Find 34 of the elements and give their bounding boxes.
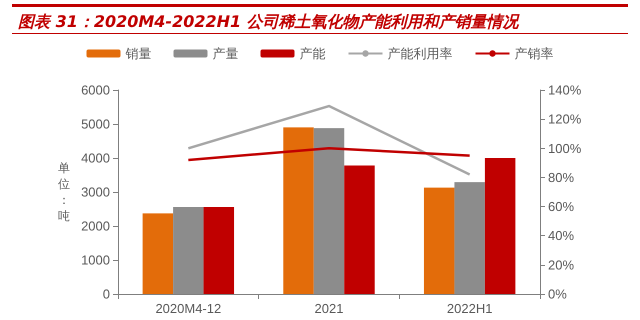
- bar: [204, 206, 234, 294]
- y2-tick-label: 60%: [548, 199, 574, 214]
- x-tick-label: 2020M4-12: [155, 301, 222, 316]
- y2-tick-label: 20%: [548, 257, 574, 272]
- bar: [484, 158, 516, 294]
- y-tick-label: 1000: [81, 252, 110, 268]
- chart-title: 图表 31：2020M4-2022H1 公司稀土氧化物产能利用和产销量情况: [12, 4, 628, 34]
- bar: [314, 128, 344, 294]
- y2-tick-label: 120%: [548, 112, 582, 127]
- y2-tick-label: 80%: [548, 170, 574, 185]
- y-tick-label: 0: [102, 286, 110, 302]
- legend-label: 产能: [300, 46, 326, 61]
- bar: [424, 188, 454, 294]
- legend-label: 销量: [124, 46, 152, 61]
- bar: [173, 206, 204, 294]
- x-tick-label: 2021: [314, 301, 344, 316]
- y2-tick-label: 140%: [548, 82, 582, 98]
- bar: [142, 213, 174, 294]
- y-axis-title: 单位：吨: [58, 161, 70, 223]
- bar: [344, 165, 375, 294]
- x-tick-label: 2022H1: [446, 301, 492, 316]
- y-tick-label: 5000: [81, 116, 110, 132]
- y-tick-label: 2000: [81, 218, 110, 234]
- y-tick-label: 4000: [81, 150, 110, 166]
- bar: [454, 182, 485, 294]
- y-tick-label: 6000: [81, 82, 110, 98]
- legend-label: 产销率: [514, 46, 554, 61]
- legend-label: 产能利用率: [388, 46, 452, 61]
- legend-label: 产量: [212, 46, 238, 61]
- y-tick-label: 3000: [81, 184, 110, 200]
- y2-tick-label: 40%: [548, 228, 574, 244]
- y2-tick-label: 100%: [548, 140, 582, 156]
- y2-tick-label: 0%: [548, 286, 568, 302]
- bar: [283, 127, 314, 294]
